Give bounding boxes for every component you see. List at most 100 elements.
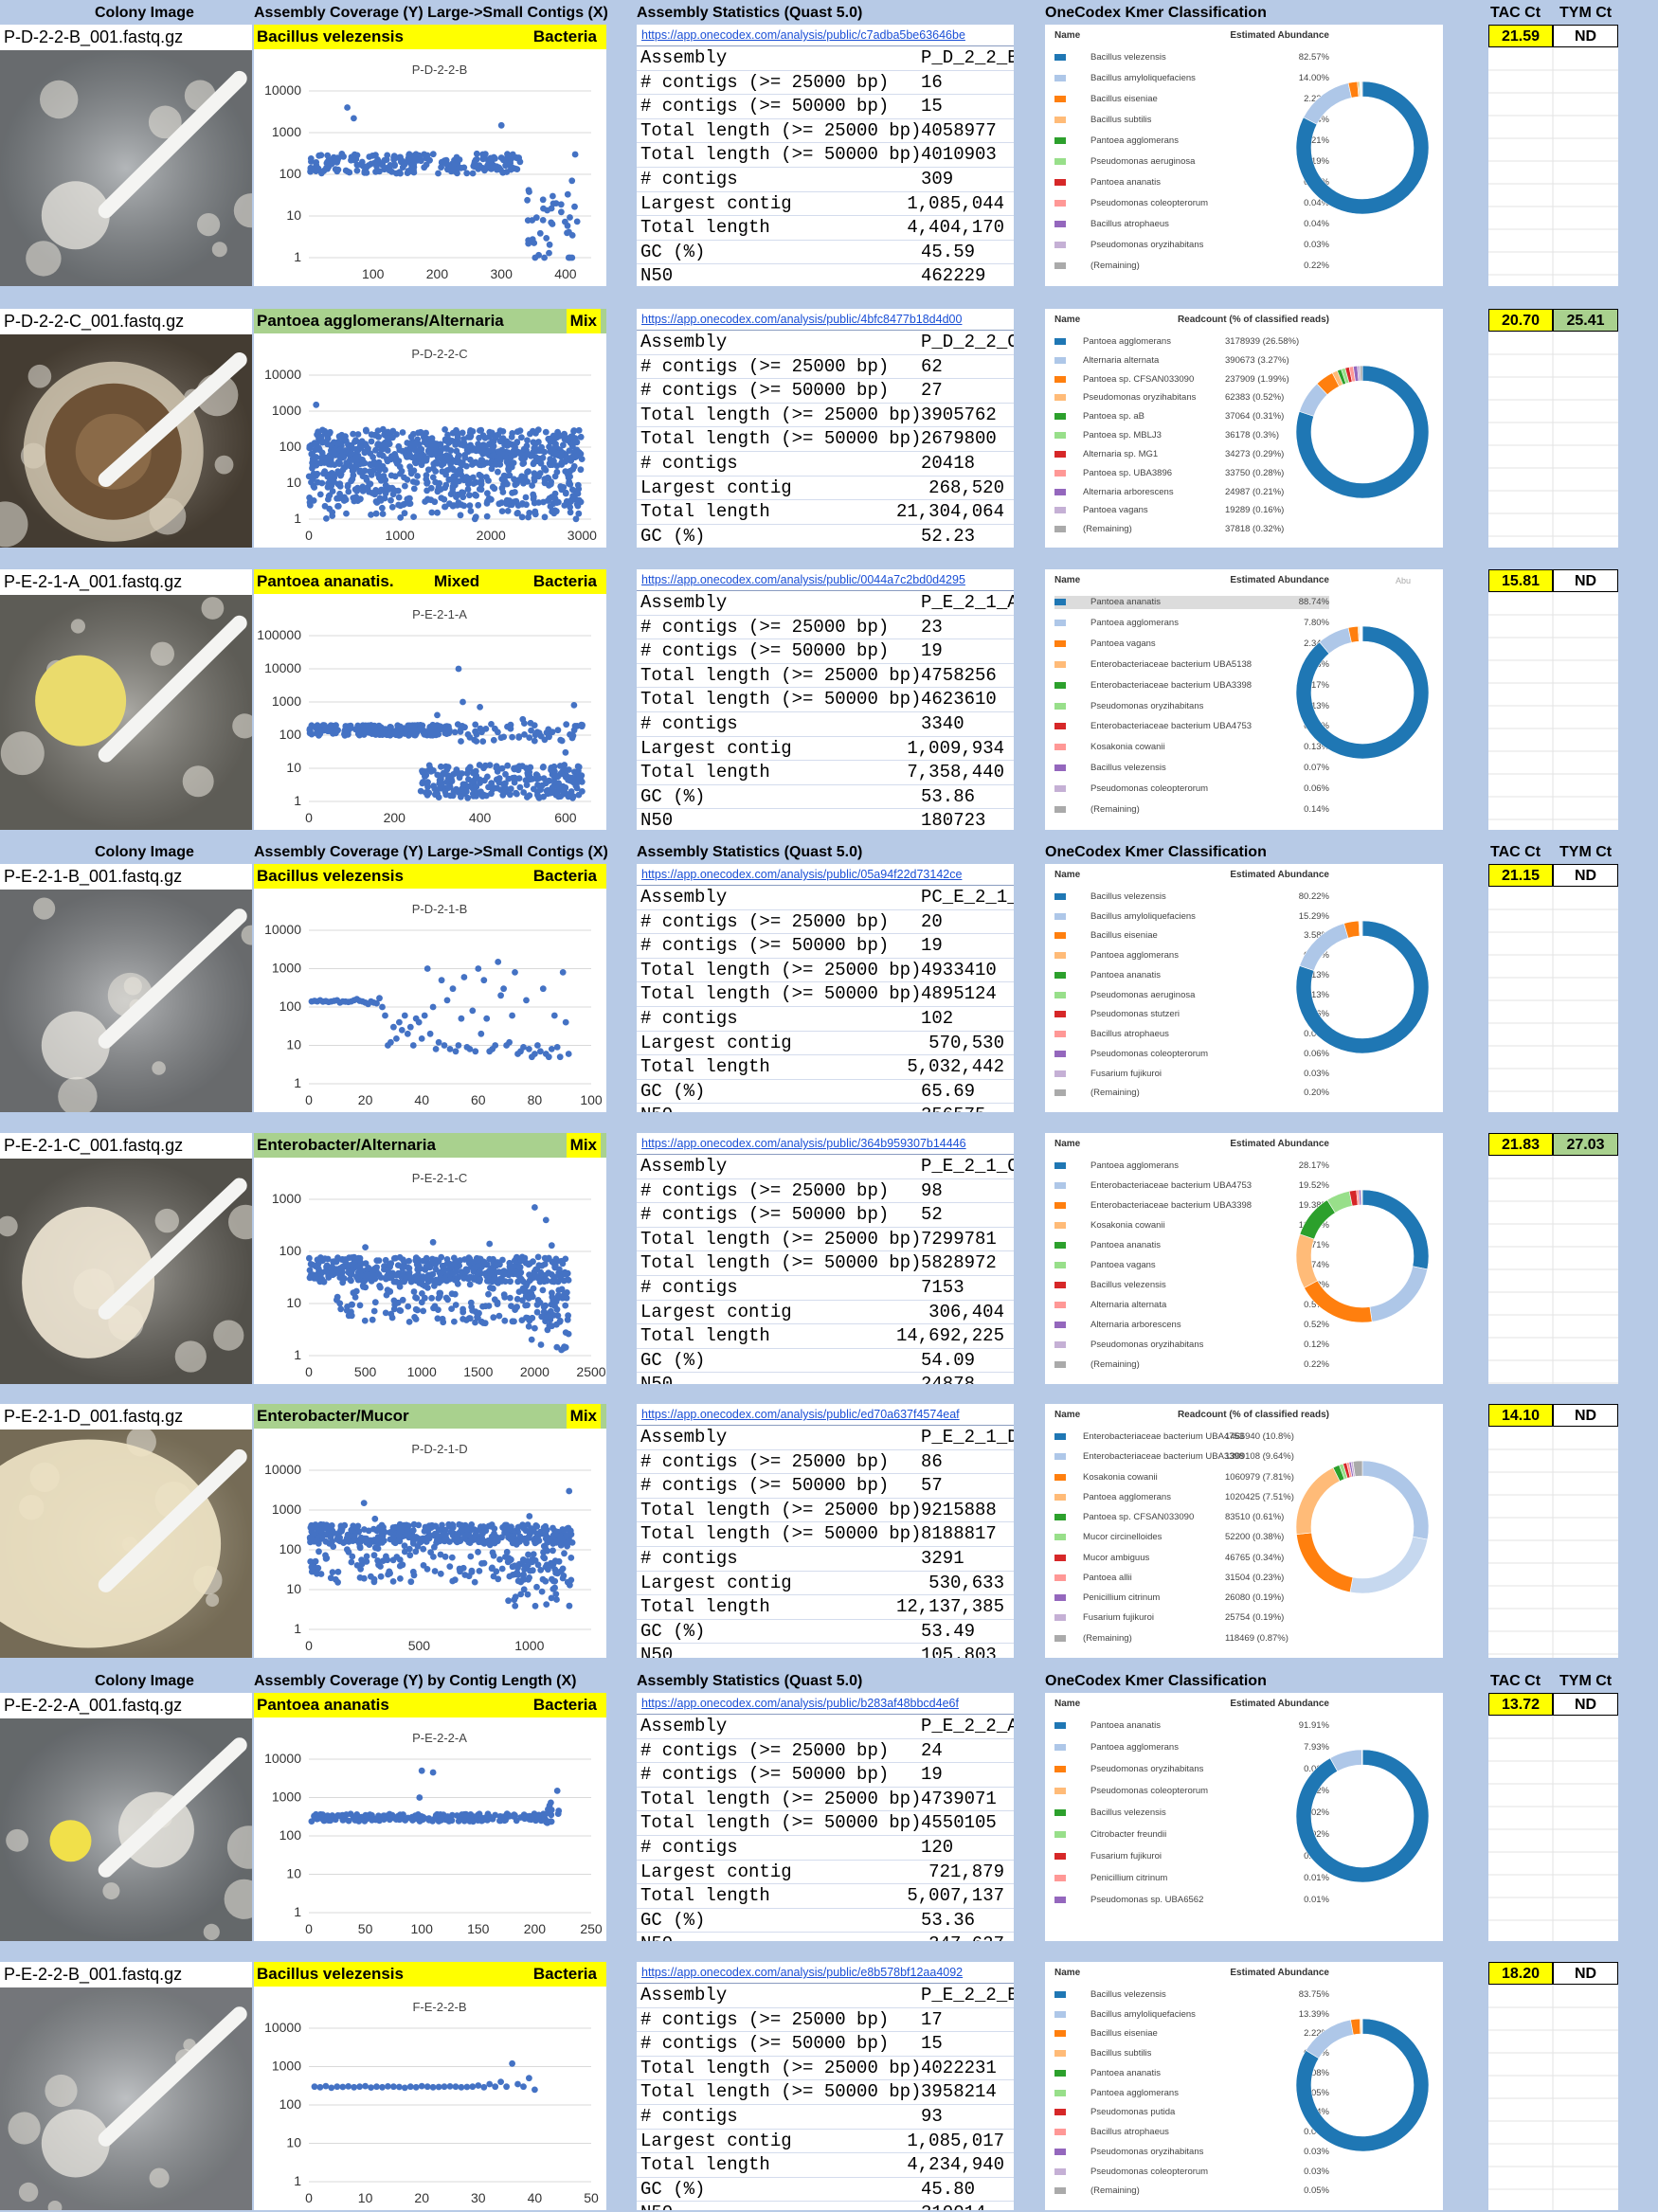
data-point xyxy=(321,468,329,475)
kmer-cell: Name Estimated Abundance Pantoea agglomera… xyxy=(1045,1133,1443,1384)
organism-name: Bacillus velezensis xyxy=(257,1965,404,1983)
tac-ct-value: 21.15 xyxy=(1488,864,1553,887)
organism-label: Enterobacter/Alternaria Mix xyxy=(254,1133,606,1158)
data-point xyxy=(348,450,354,458)
legend-swatch xyxy=(1054,785,1066,793)
data-point xyxy=(337,471,345,477)
data-point xyxy=(499,169,507,176)
data-point xyxy=(578,778,586,785)
stat-value: 24 xyxy=(921,1739,943,1761)
kmer-item: Pantoea ananatis 88.74% xyxy=(1054,596,1329,609)
data-point xyxy=(546,241,553,248)
y-tick-label: 10 xyxy=(286,207,301,223)
onecodex-link[interactable]: https://app.onecodex.com/analysis/public… xyxy=(637,1962,1014,1984)
data-point xyxy=(312,446,319,454)
data-point xyxy=(522,494,530,501)
legend-swatch xyxy=(1054,1809,1066,1816)
data-point xyxy=(497,154,505,161)
data-point xyxy=(370,1552,378,1559)
colony-cell: P-E-2-1-A_001.fastq.gz xyxy=(0,569,252,830)
data-point xyxy=(406,495,413,502)
stats-row: Largest contig 1,085,044 xyxy=(637,192,1014,217)
stat-label: GC (%) xyxy=(640,2178,706,2200)
ct-cell: 15.81 ND xyxy=(1488,569,1618,830)
stats-row: Total length 14,692,225 xyxy=(637,1324,1014,1349)
data-point xyxy=(396,2083,403,2091)
organism-label: Pantoea ananatis Bacteria xyxy=(254,1693,606,1717)
data-point xyxy=(344,1304,351,1310)
taxon-name: Kosakonia cowanii xyxy=(1090,1220,1165,1231)
onecodex-link[interactable]: https://app.onecodex.com/analysis/public… xyxy=(637,1404,1014,1426)
onecodex-link[interactable]: https://app.onecodex.com/analysis/public… xyxy=(637,25,1014,46)
kmer-item: Pseudomonas putida0.04% xyxy=(1054,2106,1329,2119)
onecodex-link[interactable]: https://app.onecodex.com/analysis/public… xyxy=(637,1693,1014,1715)
data-point xyxy=(553,1044,561,1051)
data-point xyxy=(391,728,399,736)
x-tick-label: 250 xyxy=(580,1921,603,1936)
taxon-abundance: 0.03% xyxy=(1304,240,1329,250)
taxon-name: Penicillium citrinum xyxy=(1090,1873,1168,1883)
onecodex-link[interactable]: https://app.onecodex.com/analysis/public… xyxy=(637,864,1014,886)
data-point xyxy=(543,787,550,795)
taxon-name: Pantoea agglomerans xyxy=(1090,1742,1179,1753)
data-point xyxy=(542,1216,550,1224)
stats-row: N50 105.803 xyxy=(637,1644,1014,1658)
data-point xyxy=(532,1522,540,1529)
data-point xyxy=(412,1294,419,1301)
data-point xyxy=(472,1319,478,1326)
kmer-item: Pseudomonas coleopterorum 0.03% xyxy=(1054,2166,1329,2179)
data-point xyxy=(550,1547,556,1555)
kmer-item: Alternaria alternata 0.57% xyxy=(1054,1299,1329,1312)
stats-header: Assembly Statistics (Quast 5.0) xyxy=(637,844,863,860)
data-point xyxy=(528,727,534,734)
onecodex-link[interactable]: https://app.onecodex.com/analysis/public… xyxy=(637,1133,1014,1155)
onecodex-link[interactable]: https://app.onecodex.com/analysis/public… xyxy=(637,569,1014,591)
legend-swatch xyxy=(1054,1182,1066,1189)
data-point xyxy=(424,487,430,495)
data-point xyxy=(322,2082,330,2090)
data-point xyxy=(341,1521,349,1529)
data-point xyxy=(562,490,569,497)
stats-row: # contigs (>= 25000 bp) 23 xyxy=(637,616,1014,640)
stat-value: 16 xyxy=(921,71,943,93)
taxon-name: Enterobacteriaceae bacterium UBA5138 xyxy=(1090,658,1253,670)
data-point xyxy=(356,2083,363,2091)
taxon-abundance: 52200 (0.38%) xyxy=(1225,1532,1285,1543)
organism-type: Bacteria xyxy=(529,1962,601,1987)
data-point xyxy=(532,2086,538,2094)
data-point xyxy=(515,1288,523,1295)
data-point xyxy=(386,166,393,172)
data-point xyxy=(382,481,389,489)
onecodex-link[interactable]: https://app.onecodex.com/analysis/public… xyxy=(637,309,1014,331)
stat-value: 180723 xyxy=(921,810,986,830)
data-point xyxy=(397,1270,404,1277)
y-tick-label: 1 xyxy=(294,1904,301,1919)
data-point xyxy=(542,1302,549,1309)
stats-row: GC (%) 65.69 xyxy=(637,1080,1014,1105)
tym-header: TYM Ct xyxy=(1559,844,1613,860)
data-point xyxy=(373,2083,380,2091)
data-point xyxy=(376,995,383,1002)
data-point xyxy=(479,151,486,158)
data-point xyxy=(313,1536,320,1543)
data-point xyxy=(429,151,437,158)
data-point xyxy=(416,1794,424,1801)
data-point xyxy=(518,513,526,521)
data-point xyxy=(553,1596,560,1603)
fastq-filename: P-E-2-1-C_001.fastq.gz xyxy=(0,1133,252,1158)
kmer-item: Enterobacteriaceae bacterium UBA3398 1309… xyxy=(1054,1450,1329,1464)
data-point xyxy=(528,1336,535,1343)
colony-photo-wrap xyxy=(0,50,252,286)
data-point xyxy=(354,730,362,738)
data-point xyxy=(341,1256,348,1264)
colony-photo xyxy=(0,1159,252,1384)
data-point xyxy=(418,1035,425,1042)
data-point xyxy=(392,1254,399,1262)
data-point xyxy=(429,2083,437,2091)
x-tick-label: 40 xyxy=(528,2190,543,2205)
data-point xyxy=(408,454,416,461)
data-point xyxy=(522,451,530,459)
data-point xyxy=(365,445,371,453)
taxon-name: Fusarium fujikuroi xyxy=(1090,1068,1162,1079)
